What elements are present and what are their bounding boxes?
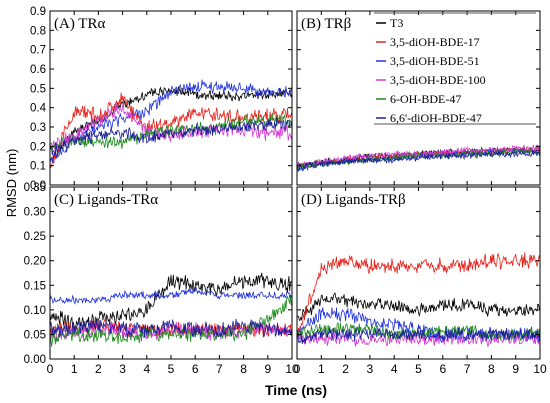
- x-tick-label: 1: [71, 362, 78, 376]
- panels: 0.0 0.1 0.2 0.3 0.4 0.5 0.6 0.7 0.8 0.9 (A) TRα (B)…: [24, 6, 547, 376]
- series-group: [50, 272, 292, 347]
- series-group: [297, 144, 540, 173]
- panel-D: 0 1 2 3 4 5 6 7 8 9 10 (D) Ligands-TRβ: [294, 186, 547, 376]
- series-line-3-5-dioh-bde-51: [50, 79, 292, 163]
- legend-entry: 3,5-diOH-BDE-17: [390, 35, 480, 49]
- y-tick-label: 0.0: [30, 180, 46, 192]
- series-line-6-6-dioh-bde-47: [50, 318, 292, 338]
- x-tick-label: 5: [168, 362, 175, 376]
- legend-entry: T3: [390, 16, 403, 30]
- x-axis-label: Time (ns): [265, 382, 327, 398]
- legend-entry: 3,5-diOH-BDE-51: [390, 54, 480, 68]
- y-axis-label: RMSD (nm): [4, 149, 19, 218]
- series-line-3-5-dioh-bde-17: [297, 252, 540, 335]
- y-tick-label: 0.20: [24, 256, 46, 268]
- x-tick-label: 0: [294, 362, 301, 376]
- y-tick-label: 0.9: [30, 6, 46, 18]
- y-tick-label: 0.6: [30, 64, 46, 76]
- series-line-6-6-dioh-bde-47: [297, 327, 540, 344]
- panel-title: (B) TRβ: [301, 16, 351, 32]
- panel-title: (A) TRα: [54, 16, 105, 32]
- panel-B: (B) TRβ T3 3,5-diOH-BDE-17 3,5-diOH-BDE-51 3…: [296, 10, 541, 186]
- y-tick-label: 0.1: [30, 161, 46, 173]
- y-tick-label: 0.2: [30, 141, 46, 153]
- series-line-6-6-dioh-bde-47: [297, 150, 540, 172]
- y-tick-label: 0.15: [24, 280, 46, 292]
- x-tick-label: 4: [143, 362, 150, 376]
- x-tick-label: 1: [318, 362, 325, 376]
- series-line-3-5-dioh-bde-17: [50, 92, 292, 169]
- panel-frame: [49, 10, 293, 186]
- x-tick-label: 7: [464, 362, 471, 376]
- y-tick-label: 0.35: [24, 182, 46, 194]
- y-tick-label: 0.00: [24, 354, 46, 366]
- y-tick-label: 0.05: [24, 329, 46, 341]
- legend: T3 3,5-diOH-BDE-17 3,5-diOH-BDE-51 3,5-diOH…: [374, 12, 536, 125]
- legend-entry: 3,5-diOH-BDE-100: [390, 73, 486, 87]
- panel-title: (D) Ligands-TRβ: [301, 192, 406, 208]
- series-line-6-6-dioh-bde-47: [50, 117, 292, 156]
- x-tick-label: 2: [342, 362, 349, 376]
- y-tick-label: 0.10: [24, 305, 46, 317]
- x-tick-label: 7: [216, 362, 223, 376]
- x-tick-label: 3: [119, 362, 126, 376]
- legend-entry: 6,6'-diOH-BDE-47: [390, 111, 482, 125]
- y-tick-label: 0.3: [30, 122, 46, 134]
- x-tick-label: 3: [367, 362, 374, 376]
- x-tick-label: 4: [391, 362, 398, 376]
- y-tick-label: 0.7: [30, 45, 46, 57]
- y-tick-label: 0.25: [24, 231, 46, 243]
- y-tick-label: 0.8: [30, 25, 46, 37]
- x-tick-label: 0: [47, 362, 54, 376]
- x-tick-label: 6: [192, 362, 199, 376]
- series-line-6-oh-bde-47: [297, 148, 540, 171]
- y-tick-label: 0.5: [30, 83, 46, 95]
- y-tick-label: 0.30: [24, 207, 46, 219]
- panel-C: 0 1 2 3 4 5 6 7 8 9 100.000.050.100.150.200.250.30…: [24, 182, 299, 376]
- series-group: [297, 252, 540, 347]
- x-tick-label: 9: [512, 362, 519, 376]
- panel-title: (C) Ligands-TRα: [54, 192, 158, 208]
- series-line-t3: [297, 292, 540, 321]
- series-line-t3: [50, 272, 292, 330]
- panel-A: 0.0 0.1 0.2 0.3 0.4 0.5 0.6 0.7 0.8 0.9 (A) TRα: [30, 6, 293, 192]
- series-group: [50, 79, 292, 169]
- x-tick-label: 10: [533, 362, 547, 376]
- x-tick-label: 10: [285, 362, 299, 376]
- x-tick-label: 8: [488, 362, 495, 376]
- x-tick-label: 5: [415, 362, 422, 376]
- legend-entry: 6-OH-BDE-47: [390, 92, 461, 106]
- x-tick-label: 9: [264, 362, 271, 376]
- x-tick-label: 6: [439, 362, 446, 376]
- series-line-3-5-dioh-bde-100: [50, 102, 292, 151]
- x-tick-label: 2: [95, 362, 102, 376]
- series-line-3-5-dioh-bde-51: [50, 287, 292, 305]
- y-tick-label: 0.4: [30, 103, 47, 115]
- x-tick-label: 8: [240, 362, 247, 376]
